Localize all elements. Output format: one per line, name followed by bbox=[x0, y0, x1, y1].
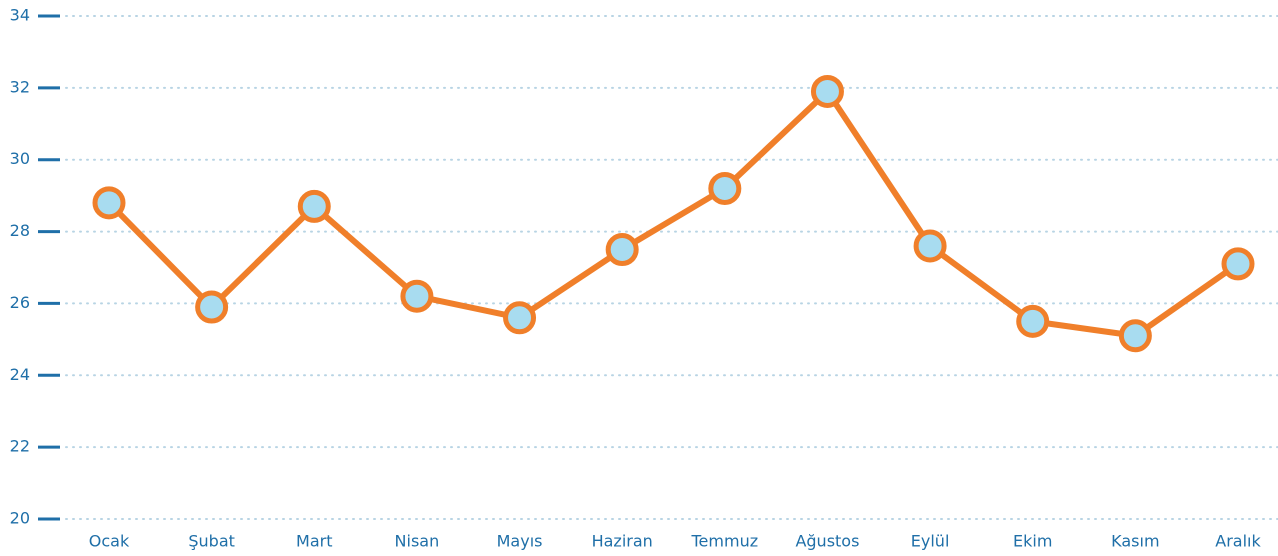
y-tick-label: 20 bbox=[10, 509, 30, 528]
marker bbox=[297, 189, 331, 223]
x-tick-label: Nisan bbox=[395, 532, 440, 551]
marker bbox=[913, 229, 947, 263]
marker bbox=[92, 186, 126, 220]
y-tick-label: 28 bbox=[10, 221, 30, 240]
marker bbox=[708, 171, 742, 205]
x-tick-label: Ekim bbox=[1013, 532, 1052, 551]
y-tick-label: 22 bbox=[10, 437, 30, 456]
x-tick-label: Eylül bbox=[911, 532, 950, 551]
x-tick-label: Haziran bbox=[592, 532, 653, 551]
x-tick-label: Kasım bbox=[1111, 532, 1159, 551]
x-tick-label: Aralık bbox=[1215, 532, 1261, 551]
y-tick-label: 34 bbox=[10, 6, 30, 25]
y-tick-label: 30 bbox=[10, 149, 30, 168]
x-tick-label: Temmuz bbox=[691, 532, 759, 551]
marker bbox=[1016, 304, 1050, 338]
marker bbox=[810, 74, 844, 108]
x-tick-label: Şubat bbox=[188, 532, 235, 551]
marker bbox=[503, 301, 537, 335]
marker bbox=[1118, 319, 1152, 353]
marker bbox=[195, 290, 229, 324]
marker bbox=[400, 279, 434, 313]
x-tick-label: Mart bbox=[296, 532, 332, 551]
marker bbox=[1221, 247, 1255, 281]
marker bbox=[605, 233, 639, 267]
x-tick-label: Ağustos bbox=[795, 532, 859, 551]
y-tick-label: 32 bbox=[10, 77, 30, 96]
y-tick-label: 24 bbox=[10, 365, 30, 384]
line bbox=[106, 88, 1240, 339]
x-tick-label: Mayıs bbox=[497, 532, 543, 551]
y-tick-label: 26 bbox=[10, 293, 30, 312]
x-tick-label: Ocak bbox=[89, 532, 130, 551]
